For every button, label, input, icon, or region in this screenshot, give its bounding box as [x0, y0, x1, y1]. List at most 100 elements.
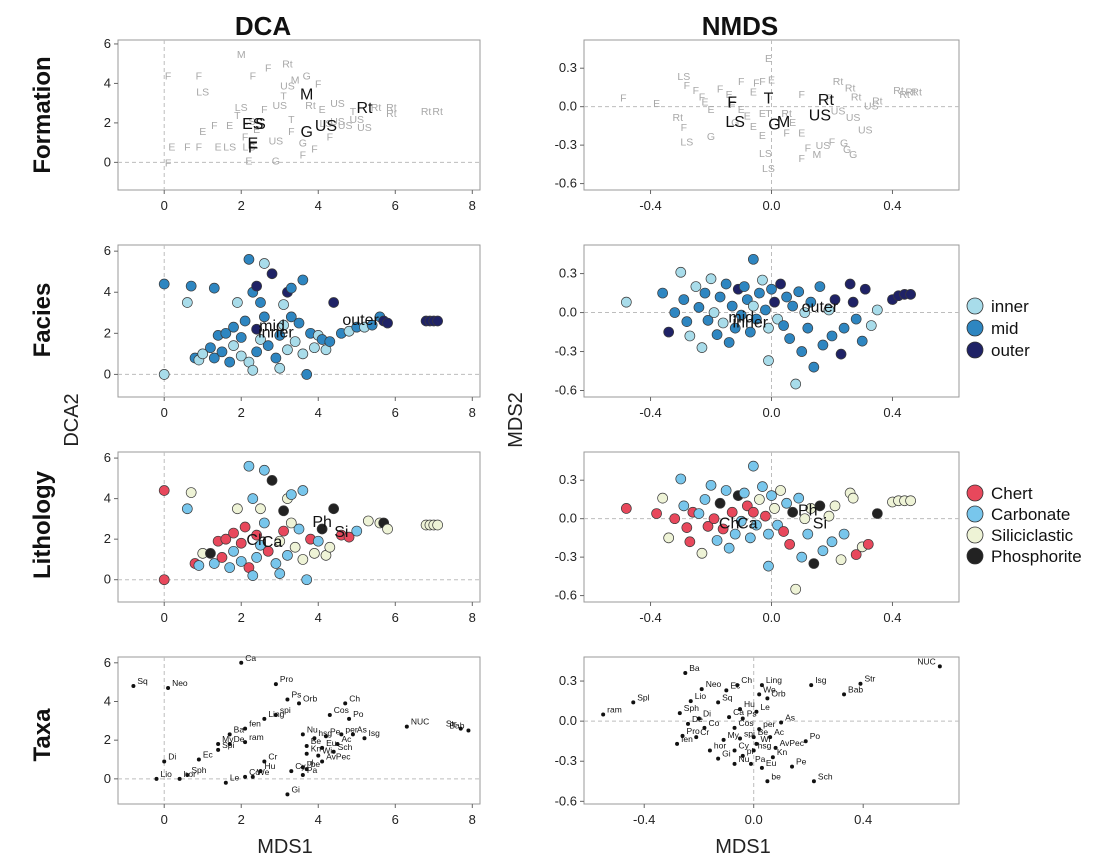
centroid-label: M — [300, 86, 313, 103]
data-point — [829, 294, 841, 305]
formation-point-label: E — [226, 120, 233, 132]
data-point — [675, 473, 687, 485]
data-point — [285, 489, 297, 500]
taxon-label: Pro — [280, 674, 294, 684]
data-point — [278, 505, 289, 517]
taxon-label: Eu — [766, 758, 777, 768]
taxon-point — [320, 759, 325, 764]
taxon-point — [339, 732, 344, 737]
data-point — [778, 320, 789, 331]
data-point — [193, 560, 205, 571]
data-point — [708, 513, 720, 525]
taxon-label: Ba — [234, 724, 245, 734]
legend-swatch — [966, 297, 984, 315]
formation-point-label: F — [165, 71, 171, 83]
taxon-point — [335, 742, 340, 747]
formation-point-label: F — [242, 132, 248, 144]
data-point — [251, 280, 262, 292]
data-point — [258, 517, 270, 529]
data-point — [717, 317, 729, 329]
data-point — [675, 266, 687, 278]
formation-point-label: E — [199, 126, 206, 138]
data-point — [754, 494, 765, 505]
taxon-label: hsg — [758, 741, 772, 751]
centroid-label: US — [315, 118, 337, 135]
data-point — [814, 281, 826, 292]
formation-point-label: US — [831, 106, 846, 118]
centroid-label: outer — [342, 312, 379, 329]
taxon-point — [404, 724, 409, 729]
y-tick-label: 2 — [104, 732, 111, 747]
formation-point-label: F — [184, 142, 190, 154]
row-title-facies: Facies — [29, 283, 56, 358]
data-point — [696, 547, 708, 559]
row-title-formation: Formation — [29, 56, 56, 173]
formation-point-label: E — [768, 75, 775, 87]
y-tick-label: 4 — [104, 693, 111, 708]
data-point — [808, 558, 820, 569]
data-point — [657, 287, 668, 299]
taxon-label: Str — [864, 674, 875, 684]
taxon-label: Neo — [172, 678, 188, 688]
taxon-point — [751, 748, 756, 753]
taxon-label: Di — [168, 751, 176, 761]
data-point — [181, 297, 193, 308]
taxon-point — [735, 683, 740, 688]
data-point — [787, 300, 799, 312]
formation-point-label: Rt — [833, 76, 844, 88]
y-tick-label: 0.3 — [559, 472, 577, 487]
formation-point-label: LS — [196, 86, 209, 98]
data-point — [432, 519, 443, 531]
data-point — [158, 369, 170, 380]
data-point — [705, 479, 717, 491]
y-tick-label: 2 — [104, 115, 111, 130]
data-point — [362, 515, 374, 527]
data-point — [312, 535, 324, 547]
formation-point-label: US — [330, 98, 345, 110]
taxon-point — [343, 701, 348, 706]
taxon-point — [300, 732, 305, 737]
formation-point-label: G — [707, 131, 715, 143]
taxon-point — [740, 716, 745, 721]
data-point — [181, 503, 193, 515]
taxon-point — [688, 699, 693, 704]
formation-point-label: Rt — [305, 100, 316, 112]
data-point — [766, 283, 777, 295]
data-point — [266, 268, 278, 280]
data-point — [251, 529, 262, 541]
data-point — [301, 369, 313, 380]
formation-point-label: T — [234, 110, 241, 122]
legend-label: inner — [991, 297, 1029, 316]
formation-point-label: E — [168, 142, 175, 154]
formation-point-label: F — [738, 76, 744, 88]
data-point — [243, 460, 255, 472]
formation-point-label: Rt — [851, 91, 862, 103]
y-tick-label: -0.6 — [555, 793, 577, 808]
taxon-label: We — [763, 684, 776, 694]
data-point — [796, 346, 808, 357]
formation-point-label: Rt — [845, 82, 856, 94]
formation-point-label: Rt — [781, 108, 792, 120]
data-point — [905, 495, 916, 507]
data-point — [748, 300, 759, 312]
formation-point-label: M — [812, 149, 821, 161]
taxon-point — [239, 660, 244, 665]
formation-point-label: US — [269, 136, 284, 148]
y-axis-label-dca: DCA2 — [61, 393, 83, 446]
legend-lithology: Chert Carbonate Siliciclastic Phosphorite — [966, 484, 1082, 566]
formation-point-label: G — [303, 71, 311, 83]
taxon-label: Kn — [311, 744, 322, 754]
taxon-label: Po — [353, 709, 364, 719]
formation-point-label: US — [280, 80, 295, 92]
taxon-point — [790, 764, 795, 769]
data-point — [232, 297, 243, 308]
formation-point-label: US — [272, 100, 287, 112]
taxon-point — [300, 772, 305, 777]
x-axis-label-nmds: MDS1 — [715, 836, 771, 858]
formation-point-label: E — [759, 130, 766, 142]
data-point — [775, 485, 786, 496]
